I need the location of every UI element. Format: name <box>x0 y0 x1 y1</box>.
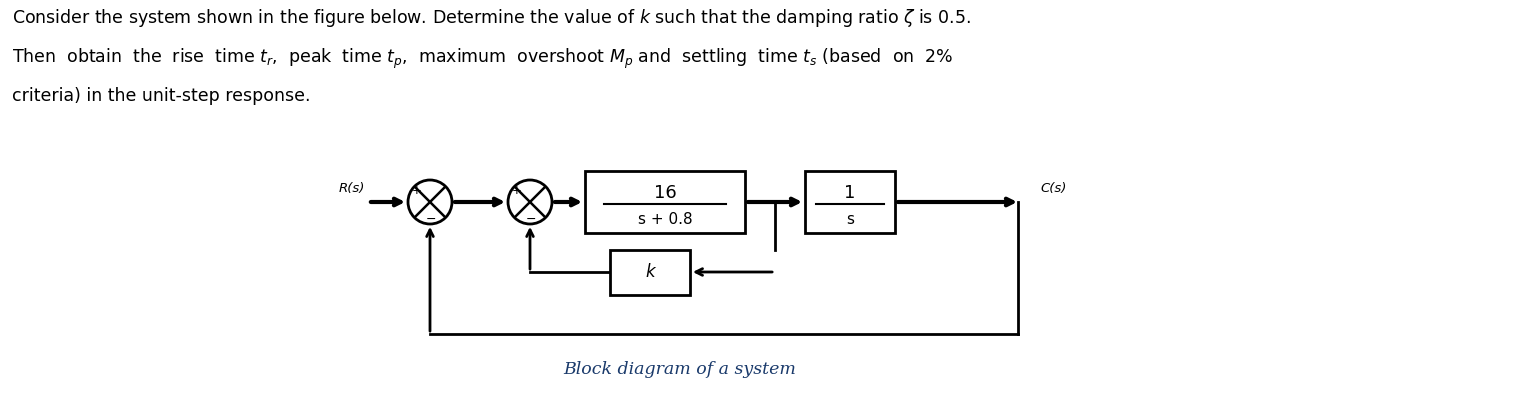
Text: 1: 1 <box>845 184 856 202</box>
Circle shape <box>408 180 452 224</box>
Text: +: + <box>411 185 422 197</box>
Text: Then  obtain  the  rise  time $t_r$,  peak  time $t_p$,  maximum  overshoot $M_p: Then obtain the rise time $t_r$, peak ti… <box>12 47 953 71</box>
Text: Consider the system shown in the figure below. Determine the value of $k$ such t: Consider the system shown in the figure … <box>12 7 971 29</box>
Text: C(s): C(s) <box>1041 182 1066 195</box>
Bar <box>610 250 690 295</box>
Text: s: s <box>846 212 854 227</box>
Bar <box>586 171 745 233</box>
Text: +: + <box>511 185 522 197</box>
Text: s + 0.8: s + 0.8 <box>637 212 692 227</box>
Text: −: − <box>426 213 437 226</box>
Text: criteria) in the unit-step response.: criteria) in the unit-step response. <box>12 87 311 105</box>
Circle shape <box>508 180 552 224</box>
Text: Block diagram of a system: Block diagram of a system <box>563 361 796 379</box>
Bar <box>806 171 895 233</box>
Text: 16: 16 <box>654 184 677 202</box>
Text: −: − <box>526 213 537 226</box>
Text: R(s): R(s) <box>338 182 366 195</box>
Text: k: k <box>645 263 655 281</box>
